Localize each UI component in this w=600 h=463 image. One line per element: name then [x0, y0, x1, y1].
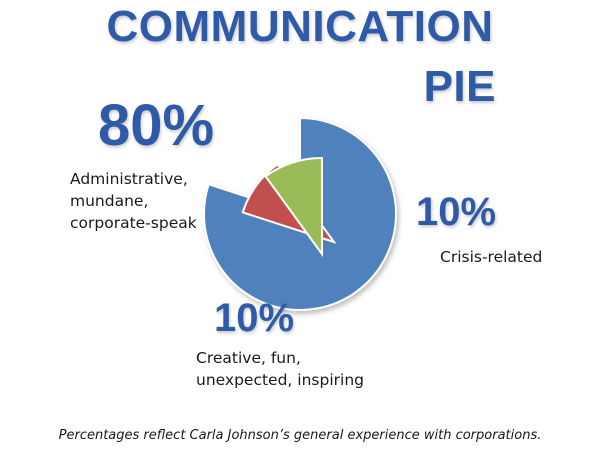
slice-creative-percent: 10%: [214, 296, 295, 340]
slice-creative-label: Creative, fun, unexpected, inspiring: [196, 347, 396, 391]
slice-admin-percent: 80%: [98, 93, 215, 158]
chart-title-line-1: COMMUNICATION: [106, 2, 494, 51]
slice-admin-label-line-3: corporate-speak: [70, 214, 197, 232]
slice-crisis-percent: 10%: [416, 190, 497, 234]
footnote: Percentages reflect Carla Johnson’s gene…: [58, 428, 542, 443]
chart-title-line-2: PIE: [423, 62, 496, 111]
pie-slice-creative: [264, 156, 323, 258]
slice-crisis-label-line-1: Crisis-related: [440, 248, 543, 266]
slice-admin-label: Administrative, mundane, corporate-speak: [70, 168, 220, 234]
slice-creative-label-line-1: Creative, fun,: [196, 349, 301, 367]
slice-admin-label-line-1: Administrative,: [70, 170, 188, 188]
slice-admin-label-line-2: mundane,: [70, 192, 149, 210]
slice-creative-label-line-2: unexpected, inspiring: [196, 371, 364, 389]
slice-crisis-label: Crisis-related: [440, 246, 542, 268]
